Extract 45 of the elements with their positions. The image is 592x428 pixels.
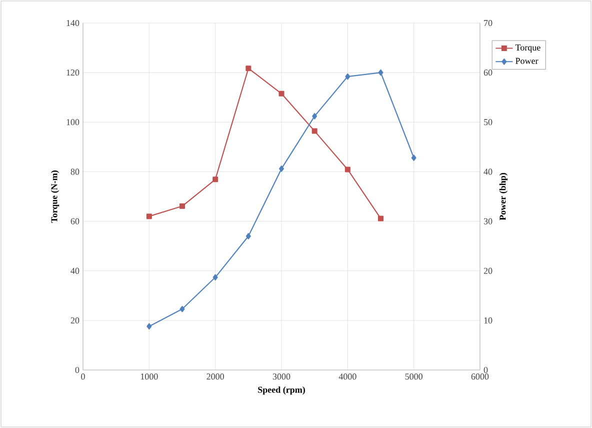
point	[246, 66, 252, 72]
point	[344, 166, 350, 172]
y2-tick-label: 20	[484, 268, 492, 274]
point	[312, 128, 318, 134]
y2-tick-label: 10	[484, 317, 492, 324]
point	[212, 176, 218, 182]
point	[312, 113, 318, 120]
y2-tick-label: 50	[484, 119, 492, 126]
y2-tick-label: 30	[484, 218, 492, 224]
point	[278, 90, 284, 96]
point	[411, 154, 416, 161]
point	[378, 216, 384, 222]
y-tick-label: 140	[66, 20, 80, 26]
y2-tick-label: 60	[484, 70, 492, 76]
y-tick-label: 20	[70, 317, 80, 324]
point	[180, 306, 185, 312]
x-tick-label: 6000	[471, 374, 489, 380]
y-tick-label: 120	[66, 70, 80, 76]
y-tick-label: 0	[75, 366, 80, 374]
point	[345, 73, 350, 80]
x-tick-label: 3000	[272, 374, 290, 380]
point	[146, 323, 152, 330]
x-tick-label: 5000	[405, 374, 422, 380]
y-axis-title: Torque (N-m)	[50, 170, 60, 223]
x-axis-title: Speed (rpm)	[258, 386, 305, 395]
point	[212, 274, 218, 280]
point	[246, 233, 251, 240]
point	[146, 214, 152, 220]
point	[378, 69, 384, 76]
x-tick-label: 0	[81, 374, 85, 380]
x-tick-label: 1000	[140, 374, 158, 380]
y-tick-label: 80	[70, 168, 80, 175]
y2-axis-title: Power (bhp)	[499, 173, 508, 220]
x-tick-label: 4000	[338, 374, 356, 380]
y-tick-label: 40	[70, 268, 80, 274]
point	[180, 203, 186, 209]
y2-tick-label: 0	[484, 366, 488, 374]
y2-tick-label: 70	[484, 20, 492, 26]
y-tick-label: 60	[70, 218, 80, 224]
point	[279, 166, 284, 172]
legend-label: Torque	[515, 44, 540, 52]
legend-label: Power	[516, 58, 538, 64]
x-tick-label: 2000	[206, 374, 224, 380]
y-tick-label: 100	[66, 119, 80, 126]
y2-tick-label: 40	[484, 168, 492, 175]
